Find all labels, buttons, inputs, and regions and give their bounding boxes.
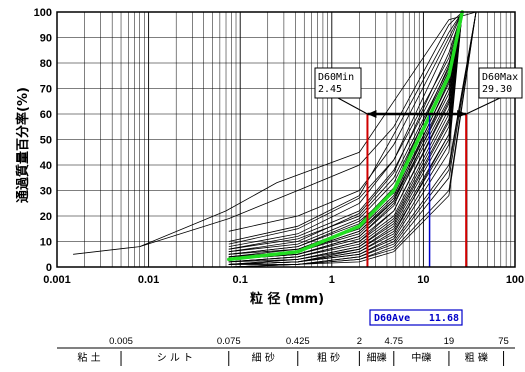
d60-max-box: D60Max 29.30: [478, 67, 523, 99]
sample-curve: [228, 11, 463, 250]
y-tick-label: 30: [40, 186, 52, 198]
y-tick-label: 100: [34, 7, 52, 19]
y-tick-label: 10: [40, 237, 52, 249]
y-tick-label: 50: [40, 135, 52, 147]
average-curve: [227, 10, 464, 262]
x-tick-label: 10: [417, 274, 429, 286]
scale-boundary-label: 0.005: [109, 336, 133, 347]
axes: [56, 11, 516, 268]
y-tick-label: 0: [46, 262, 52, 274]
d60-markers: [337, 97, 501, 267]
scale-zone-name: 中礫: [411, 351, 431, 364]
x-tick-label: 100: [506, 274, 524, 286]
sample-curves: [73, 11, 477, 268]
average-curve-line: [227, 10, 464, 262]
sample-curve: [73, 11, 477, 255]
d60-min-value: 2.45: [318, 84, 342, 95]
y-tick-label: 90: [40, 33, 52, 45]
sample-curve: [228, 11, 463, 265]
d60-arrowhead-right: [457, 110, 467, 118]
y-tick-label: 20: [40, 211, 52, 223]
sample-curve: [139, 11, 463, 247]
scale-boundary-label: 0.425: [286, 336, 310, 347]
scale-zone-name: 粗 砂: [317, 351, 340, 364]
plot-frame: [56, 11, 516, 268]
d60-min-leader: [337, 97, 368, 115]
sample-curve: [228, 11, 463, 253]
scale-zone-name: 粗 礫: [465, 351, 488, 364]
scale-zone-name: 細礫: [367, 351, 387, 364]
y-tick-label: 80: [40, 58, 52, 70]
sample-curve: [228, 11, 463, 263]
d60-max-label: D60Max: [482, 72, 518, 83]
d60-ave-value: 11.68: [429, 313, 459, 324]
d60-max-value: 29.30: [482, 84, 512, 95]
sample-curve: [228, 11, 463, 265]
sample-curve: [228, 11, 477, 265]
d60-ave-box: D60Ave 11.68: [369, 309, 463, 326]
d60-arrowhead-left: [367, 110, 377, 118]
scale-boundary-label: 19: [444, 336, 455, 347]
d60-ave-label: D60Ave: [374, 313, 410, 324]
d60-max-leader: [465, 97, 501, 115]
x-tick-label: 1: [329, 274, 335, 286]
scale-zone-name: シ ル ト: [157, 353, 193, 364]
x-tick-label: 0.001: [43, 274, 71, 286]
soil-classification-scale: 0.005 0.075 0.425 2 4.75 19 75 粘 土 シ ル ト 細 砂 粗 砂 細礫…: [57, 336, 515, 366]
sample-curve: [228, 11, 463, 232]
y-axis-title: 通過質量百分率(%): [15, 87, 31, 203]
scale-boundary-label: 0.075: [217, 336, 241, 347]
sample-curve: [228, 11, 463, 247]
d60-min-box: D60Min 2.45: [314, 67, 362, 99]
scale-zone-name: 細 砂: [252, 351, 275, 364]
sample-curve: [228, 11, 463, 242]
scale-boundary-label: 2: [357, 336, 362, 347]
y-tick-label: 60: [40, 109, 52, 121]
scale-boundary-label: 75: [498, 336, 509, 347]
grid: [56, 11, 515, 268]
sample-curve: [228, 11, 463, 245]
tick-labels: 0 10 20 30 40 50 60 70 80 90 100 0.001 0.01 0.1 1 10 100: [34, 7, 525, 286]
y-tick-label: 40: [40, 160, 52, 172]
x-tick-label: 0.01: [138, 274, 159, 286]
scale-boundary-label: 4.75: [385, 336, 404, 347]
x-tick-label: 0.1: [233, 274, 248, 286]
sample-curve: [228, 11, 477, 268]
y-tick-label: 70: [40, 84, 52, 96]
d60-min-label: D60Min: [318, 72, 354, 83]
x-axis-title: 粒 径 (mm): [250, 291, 324, 307]
scale-zone-name: 粘 土: [77, 351, 100, 364]
